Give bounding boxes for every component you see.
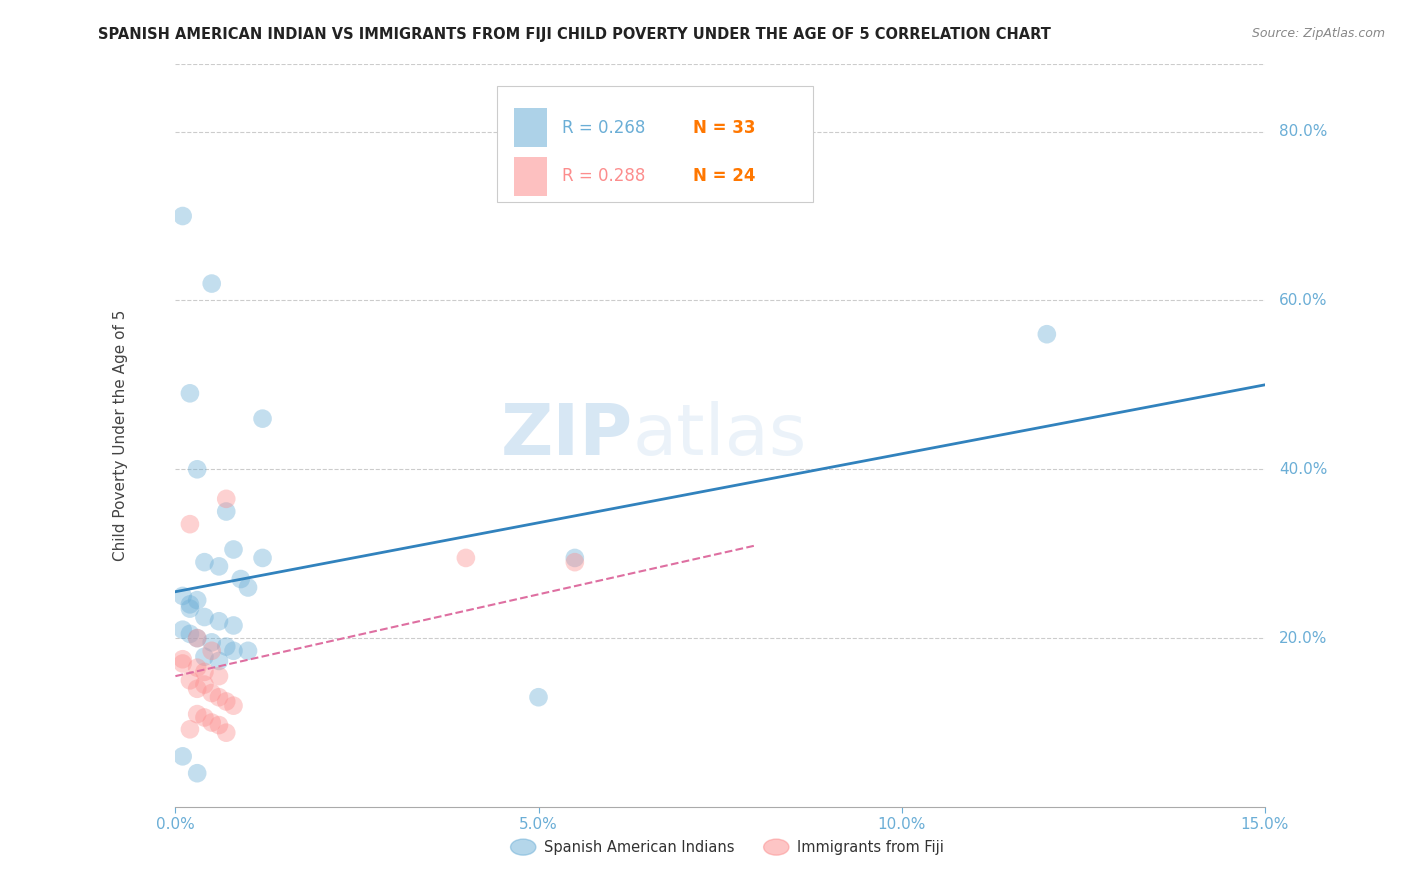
Point [193, 555, 215, 569]
Text: ZIP: ZIP [501, 401, 633, 470]
Point [179, 598, 201, 612]
Point [186, 631, 208, 645]
Point [172, 652, 194, 666]
Point [208, 559, 231, 574]
Point [252, 550, 274, 565]
Point [215, 491, 238, 506]
Point [1036, 327, 1059, 342]
Point [179, 723, 201, 737]
Point [215, 694, 238, 708]
Point [222, 542, 245, 557]
FancyBboxPatch shape [515, 109, 547, 147]
Text: 20.0%: 20.0% [1279, 631, 1327, 646]
Point [215, 725, 238, 739]
Point [229, 572, 252, 586]
Point [186, 631, 208, 645]
Point [172, 623, 194, 637]
Point [186, 707, 208, 722]
Point [201, 715, 224, 730]
Text: Immigrants from Fiji: Immigrants from Fiji [797, 839, 945, 855]
Text: SPANISH AMERICAN INDIAN VS IMMIGRANTS FROM FIJI CHILD POVERTY UNDER THE AGE OF 5: SPANISH AMERICAN INDIAN VS IMMIGRANTS FR… [98, 27, 1052, 42]
Text: Source: ZipAtlas.com: Source: ZipAtlas.com [1251, 27, 1385, 40]
Point [172, 657, 194, 671]
Point [215, 504, 238, 518]
Point [186, 766, 208, 780]
FancyBboxPatch shape [496, 87, 813, 202]
Point [186, 681, 208, 696]
Point [193, 710, 215, 724]
FancyBboxPatch shape [515, 157, 547, 195]
Point [527, 690, 550, 705]
Text: R = 0.288: R = 0.288 [562, 167, 645, 186]
Point [236, 581, 259, 595]
Point [215, 640, 238, 654]
Point [179, 517, 201, 532]
Point [208, 654, 231, 668]
Point [172, 749, 194, 764]
Text: R = 0.268: R = 0.268 [562, 119, 645, 136]
Point [179, 386, 201, 401]
Text: Spanish American Indians: Spanish American Indians [544, 839, 735, 855]
Point [193, 649, 215, 664]
Point [172, 589, 194, 603]
Point [186, 661, 208, 675]
Point [186, 593, 208, 607]
Text: N = 24: N = 24 [693, 167, 755, 186]
Text: 80.0%: 80.0% [1279, 124, 1327, 139]
Point [193, 677, 215, 691]
Point [252, 411, 274, 425]
Text: 60.0%: 60.0% [1279, 293, 1327, 308]
Point [564, 550, 586, 565]
Point [222, 698, 245, 713]
Point [186, 462, 208, 476]
Point [193, 665, 215, 679]
Point [179, 627, 201, 641]
Point [201, 635, 224, 649]
Text: atlas: atlas [633, 401, 807, 470]
Point [236, 644, 259, 658]
Point [179, 673, 201, 688]
Point [172, 209, 194, 223]
Point [193, 610, 215, 624]
Point [179, 601, 201, 615]
Point [208, 690, 231, 705]
Point [208, 614, 231, 628]
Point [201, 644, 224, 658]
Point [454, 550, 477, 565]
Text: 40.0%: 40.0% [1279, 462, 1327, 477]
Point [201, 686, 224, 700]
Point [222, 618, 245, 632]
Point [208, 718, 231, 732]
Point [208, 669, 231, 683]
Point [201, 277, 224, 291]
Point [222, 644, 245, 658]
Text: N = 33: N = 33 [693, 119, 755, 136]
Text: Child Poverty Under the Age of 5: Child Poverty Under the Age of 5 [114, 310, 128, 561]
Point [564, 555, 586, 569]
